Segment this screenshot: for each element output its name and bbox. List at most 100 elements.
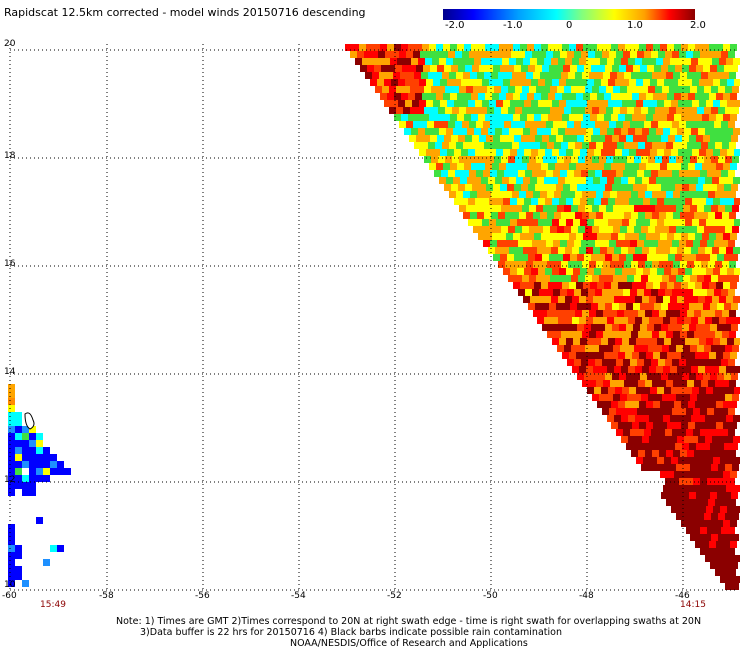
wind-cell (718, 513, 725, 520)
wind-cell (565, 247, 572, 254)
wind-cell (652, 331, 659, 338)
wind-cell (625, 352, 632, 359)
wind-cell (727, 79, 734, 86)
wind-cell (536, 275, 543, 282)
wind-cell (727, 268, 734, 275)
wind-cell (486, 135, 493, 142)
wind-cell (718, 205, 725, 212)
wind-cell (694, 331, 701, 338)
wind-cell (542, 324, 549, 331)
wind-cell (529, 205, 536, 212)
wind-cell (678, 100, 685, 107)
wind-cell (643, 387, 650, 394)
wind-cell (673, 450, 680, 457)
wind-cell (638, 142, 645, 149)
wind-cell (550, 156, 557, 163)
wind-cell (642, 128, 649, 135)
wind-cell (672, 240, 679, 247)
wind-cell (680, 380, 687, 387)
wind-cell (695, 163, 702, 170)
wind-cell (705, 58, 712, 65)
wind-cell (8, 454, 15, 461)
wind-cell (675, 324, 682, 331)
wind-cell (633, 135, 640, 142)
wind-cell (535, 184, 542, 191)
wind-cell (659, 450, 666, 457)
wind-cell (684, 58, 691, 65)
wind-cell (655, 156, 662, 163)
wind-cell (420, 121, 427, 128)
wind-cell (706, 149, 713, 156)
wind-cell (680, 72, 687, 79)
wind-cell (709, 471, 716, 478)
wind-cell (726, 415, 733, 422)
wind-cell (592, 107, 599, 114)
wind-cell (443, 93, 450, 100)
wind-cell (415, 93, 422, 100)
wind-cell (618, 282, 625, 289)
wind-cell (724, 184, 731, 191)
wind-cell (559, 268, 566, 275)
wind-cell (698, 128, 705, 135)
wind-cell (646, 114, 653, 121)
wind-cell (701, 310, 708, 317)
wind-cell (558, 128, 565, 135)
wind-cell (613, 394, 620, 401)
wind-cell (409, 135, 416, 142)
wind-cell (607, 128, 614, 135)
wind-cell (623, 408, 630, 415)
wind-cell (633, 184, 640, 191)
wind-cell (703, 135, 710, 142)
wind-cell (672, 51, 679, 58)
wind-cell (696, 492, 703, 499)
wind-cell (580, 100, 587, 107)
wind-cell (569, 44, 576, 51)
wind-cell (345, 44, 352, 51)
wind-cell (580, 338, 587, 345)
wind-cell (424, 156, 431, 163)
wind-cell (724, 303, 731, 310)
wind-cell (607, 58, 614, 65)
wind-cell (563, 65, 570, 72)
wind-cell (712, 317, 719, 324)
wind-cell (687, 72, 694, 79)
wind-cell (592, 275, 599, 282)
wind-cell (675, 303, 682, 310)
wind-cell (495, 128, 502, 135)
wind-cell (635, 317, 642, 324)
wind-cell (727, 387, 734, 394)
wind-cell (614, 247, 621, 254)
wind-cell (473, 226, 480, 233)
wind-cell (626, 184, 633, 191)
wind-cell (598, 254, 605, 261)
wind-cell (515, 205, 522, 212)
wind-cell (422, 44, 429, 51)
wind-cell (508, 205, 515, 212)
wind-cell (561, 261, 568, 268)
wind-cell (658, 429, 665, 436)
wind-cell (429, 93, 436, 100)
wind-cell (682, 373, 689, 380)
wind-cell (406, 121, 413, 128)
wind-cell (596, 191, 603, 198)
wind-cell (671, 457, 678, 464)
wind-cell (718, 345, 725, 352)
wind-cell (635, 296, 642, 303)
wind-cell (496, 149, 503, 156)
wind-cell (598, 184, 605, 191)
wind-cell (439, 128, 446, 135)
wind-cell (726, 485, 733, 492)
wind-cell (627, 205, 634, 212)
wind-cell (655, 107, 662, 114)
wind-cell (504, 51, 511, 58)
wind-cell (448, 170, 455, 177)
wind-cell (713, 149, 720, 156)
wind-cell (726, 247, 733, 254)
wind-cell (697, 534, 704, 541)
wind-cell (524, 149, 531, 156)
wind-cell (15, 440, 22, 447)
wind-cell (507, 254, 514, 261)
wind-cell (621, 177, 628, 184)
wind-cell (613, 156, 620, 163)
wind-cell (519, 72, 526, 79)
